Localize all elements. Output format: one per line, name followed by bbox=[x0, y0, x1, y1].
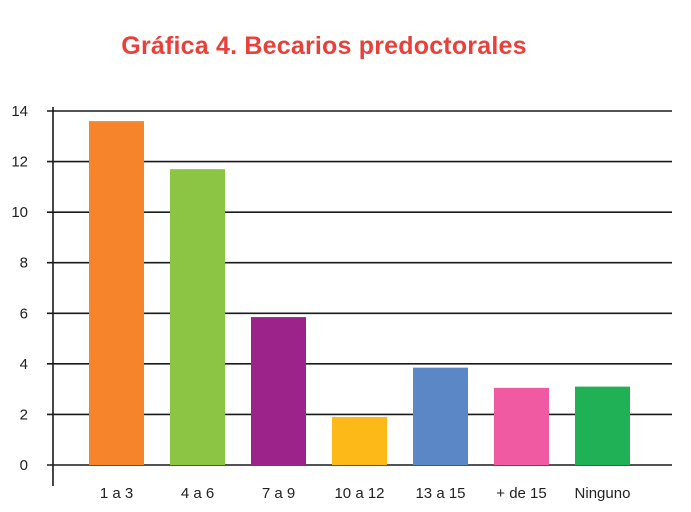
y-tick-labels: 0 2 4 6 8 10 12 14 bbox=[11, 103, 28, 474]
bar-3 bbox=[251, 317, 306, 465]
y-tick-label-10: 10 bbox=[11, 204, 28, 221]
y-tick-label-14: 14 bbox=[11, 103, 28, 120]
y-tick-label-12: 12 bbox=[11, 154, 28, 171]
bar-2 bbox=[170, 169, 225, 465]
x-tick-label-7: Ninguno bbox=[575, 485, 631, 502]
y-tick-label-0: 0 bbox=[20, 457, 28, 474]
bar-6 bbox=[494, 387, 549, 465]
y-tick-label-4: 4 bbox=[20, 356, 28, 373]
gridlines bbox=[47, 110, 672, 466]
x-tick-labels: 1 a 3 4 a 6 7 a 9 10 a 12 13 a 15 + de 15 Ning… bbox=[100, 485, 631, 502]
bars bbox=[89, 121, 630, 465]
x-tick-label-1: 1 a 3 bbox=[100, 485, 133, 502]
y-tick-label-6: 6 bbox=[20, 305, 28, 322]
x-tick-label-6: + de 15 bbox=[496, 485, 546, 502]
x-tick-label-2: 4 a 6 bbox=[181, 485, 214, 502]
x-tick-label-5: 13 a 15 bbox=[415, 485, 465, 502]
bar-5 bbox=[413, 367, 468, 465]
x-tick-label-4: 10 a 12 bbox=[334, 485, 384, 502]
bar-4 bbox=[332, 416, 387, 465]
x-tick-label-3: 7 a 9 bbox=[262, 485, 295, 502]
chart-title: Gráfica 4. Becarios predoctorales bbox=[121, 32, 527, 60]
y-tick-label-8: 8 bbox=[20, 255, 28, 272]
bar-7 bbox=[575, 386, 630, 465]
bar-1 bbox=[89, 121, 144, 465]
y-tick-label-2: 2 bbox=[20, 406, 28, 423]
